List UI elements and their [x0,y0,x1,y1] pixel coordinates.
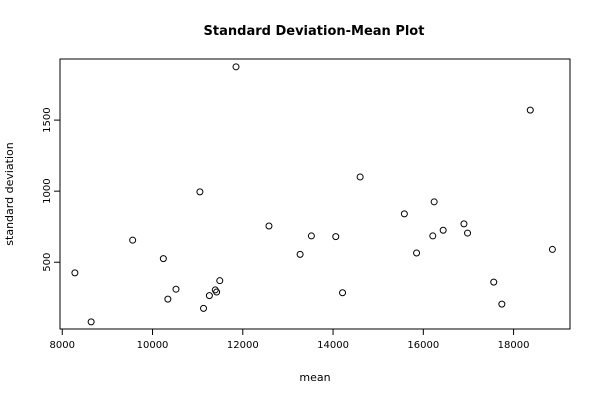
data-point [196,188,204,196]
data-point [265,222,273,230]
data-point [439,226,447,234]
data-point [296,250,304,258]
data-point [172,285,180,293]
data-point [356,173,364,181]
data-point [164,295,172,303]
data-point [307,232,315,240]
y-tick-label: 1000 [42,178,53,203]
plot-frame [59,58,571,330]
data-point [460,220,468,228]
x-tick-label: 12000 [227,340,259,351]
data-point [498,300,506,308]
data-point [526,106,534,114]
x-tick-label: 18000 [498,340,530,351]
data-point [200,304,208,312]
y-tick-label: 1500 [42,107,53,132]
data-point [87,318,95,326]
x-tick-label: 14000 [317,340,349,351]
x-axis: 8000 10000 12000 14000 16000 18000 [50,329,530,351]
data-points [71,63,556,326]
data-point [332,233,340,241]
data-point [205,292,213,300]
data-point [429,232,437,240]
data-point [129,236,137,244]
data-point [216,277,224,285]
x-tick-label: 16000 [407,340,439,351]
data-point [490,278,498,286]
y-tick-label: 500 [42,253,53,272]
data-point [400,210,408,218]
y-axis-label: standard deviation [3,142,16,245]
y-axis: 500 1000 1500 [42,107,60,272]
data-point [548,245,556,253]
data-point [430,198,438,206]
data-point [232,63,240,71]
x-axis-label: mean [299,371,330,384]
data-point [213,288,221,296]
data-point [71,269,79,277]
x-tick-label: 10000 [137,340,169,351]
chart-title: Standard Deviation-Mean Plot [204,24,425,39]
data-point [339,289,347,297]
data-point [159,255,167,263]
data-point [464,229,472,237]
x-tick-label: 8000 [50,340,75,351]
data-point [413,249,421,257]
